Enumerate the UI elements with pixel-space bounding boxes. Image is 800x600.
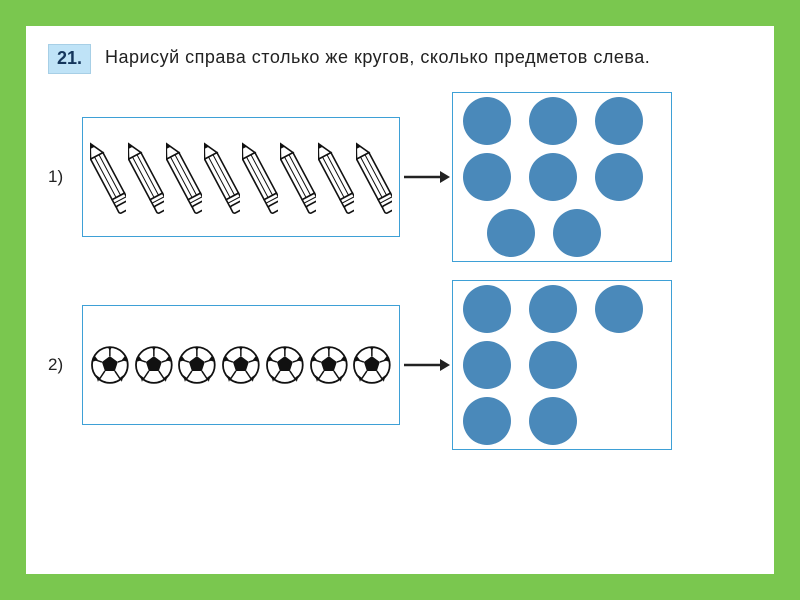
soccer-ball-icon	[309, 345, 349, 385]
circle-icon	[529, 153, 577, 201]
pencil-icon	[128, 133, 164, 221]
answer-box	[452, 92, 672, 262]
circle-row	[463, 209, 661, 257]
exercise-label: 1)	[48, 167, 82, 187]
circle-icon	[463, 153, 511, 201]
circle-icon	[553, 209, 601, 257]
circle-row	[463, 97, 661, 145]
items-box	[82, 117, 400, 237]
soccer-ball-icon	[221, 345, 261, 385]
arrow-right-icon	[402, 355, 450, 375]
circle-row	[463, 341, 661, 389]
answer-box	[452, 280, 672, 450]
arrow	[400, 167, 452, 187]
soccer-ball-icon	[90, 345, 130, 385]
instruction-text: Нарисуй справа столько же кругов, скольк…	[105, 44, 650, 70]
soccer-ball-icon	[265, 345, 305, 385]
pencil-icon	[318, 133, 354, 221]
problem-number: 21.	[57, 48, 82, 68]
pencil-icon	[242, 133, 278, 221]
circle-icon	[463, 97, 511, 145]
circle-icon	[463, 341, 511, 389]
soccer-ball-icon	[177, 345, 217, 385]
pencil-icon	[166, 133, 202, 221]
arrow-right-icon	[402, 167, 450, 187]
pencil-icon	[90, 133, 126, 221]
circle-icon	[595, 285, 643, 333]
page: 21. Нарисуй справа столько же кругов, ск…	[26, 26, 774, 574]
pencil-icon	[204, 133, 240, 221]
circle-icon	[487, 209, 535, 257]
circle-icon	[529, 397, 577, 445]
circle-row	[463, 153, 661, 201]
circle-icon	[529, 97, 577, 145]
circle-icon	[463, 285, 511, 333]
soccer-ball-icon	[352, 345, 392, 385]
arrow	[400, 355, 452, 375]
circle-icon	[463, 397, 511, 445]
exercise-label: 2)	[48, 355, 82, 375]
problem-number-badge: 21.	[48, 44, 91, 74]
circle-icon	[529, 285, 577, 333]
exercise-row: 1)	[48, 92, 752, 262]
exercise-row: 2)	[48, 280, 752, 450]
circle-row	[463, 285, 661, 333]
frame-border: 21. Нарисуй справа столько же кругов, ск…	[0, 0, 800, 600]
header: 21. Нарисуй справа столько же кругов, ск…	[48, 44, 752, 74]
items-box	[82, 305, 400, 425]
pencil-icon	[356, 133, 392, 221]
circle-icon	[529, 341, 577, 389]
soccer-ball-icon	[134, 345, 174, 385]
circle-icon	[595, 153, 643, 201]
circle-row	[463, 397, 661, 445]
pencil-icon	[280, 133, 316, 221]
exercise-list: 1) 2)	[48, 92, 752, 450]
circle-icon	[595, 97, 643, 145]
